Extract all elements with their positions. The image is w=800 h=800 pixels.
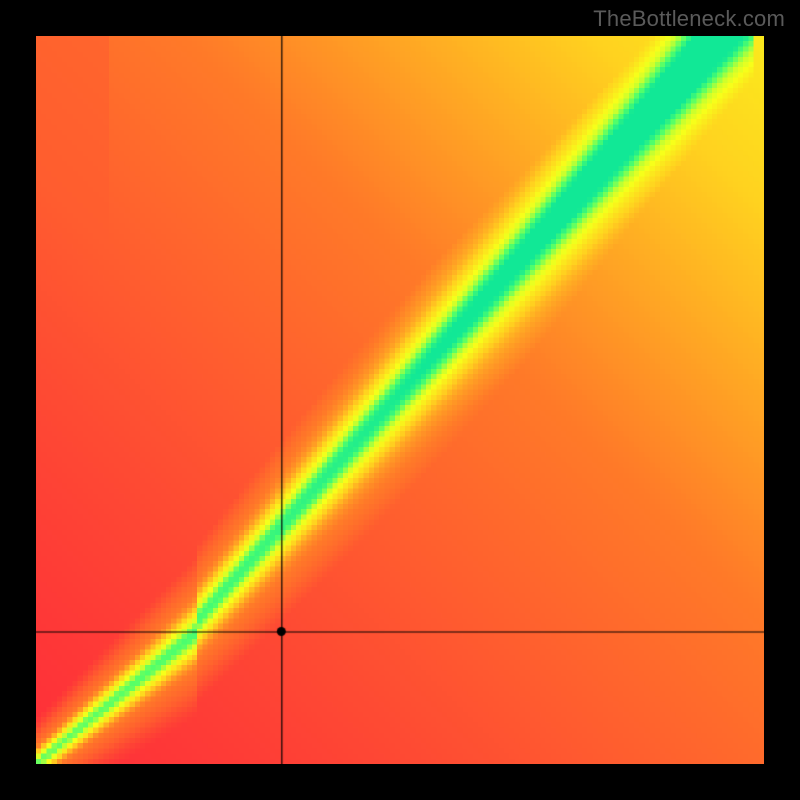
heatmap-canvas: [36, 36, 764, 764]
watermark-text: TheBottleneck.com: [593, 6, 785, 32]
chart-container: TheBottleneck.com: [0, 0, 800, 800]
